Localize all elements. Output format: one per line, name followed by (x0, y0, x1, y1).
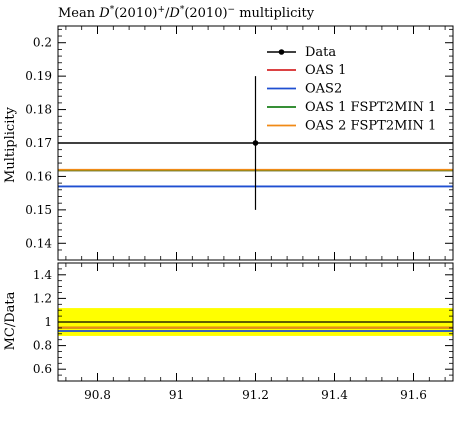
x-tick-label: 91.6 (400, 388, 427, 402)
main-y-tick-label: 0.14 (25, 236, 52, 250)
title-d2: D (168, 6, 180, 21)
main-y-axis-title: Multiplicity (3, 106, 18, 183)
chart-title: Mean D*(2010)+/D*(2010)− multiplicity (58, 5, 315, 21)
x-tick-label: 91 (169, 388, 184, 402)
main-y-tick-label: 0.16 (25, 169, 52, 183)
title-sup1: + (157, 5, 165, 15)
legend-label-oas2: OAS2 (305, 82, 342, 97)
data-point-group (58, 76, 453, 210)
data-point (252, 140, 259, 146)
main-y-tick-label: 0.19 (25, 69, 52, 83)
ratio-y-tick-label: 1.2 (33, 291, 52, 305)
title-slash: / (165, 6, 170, 21)
x-tick-label: 91.4 (321, 388, 348, 402)
title-d1: D (98, 6, 110, 21)
main-plot-frame (57, 25, 454, 261)
legend-label-data: Data (305, 45, 336, 60)
legend-label-oas-2-fspt2min-1: OAS 2 FSPT2MIN 1 (305, 119, 436, 134)
title-prefix: Mean (58, 6, 99, 21)
ratio-y-tick-label: 1 (44, 315, 52, 329)
x-tick-label: 91.2 (242, 388, 269, 402)
ratio-y-axis-title: MC/Data (3, 291, 18, 350)
ratio-y-tick-label: 0.8 (33, 339, 52, 353)
title-mid2: (2010) (184, 6, 227, 21)
legend-marker-data (278, 49, 285, 55)
ratio-y-axis-ticks: 0.6 0.8 1 1.2 1.4 (33, 268, 453, 376)
ratio-x-axis-ticks: 90.8 91 91.2 91.4 91.6 (65, 263, 446, 402)
main-y-tick-label: 0.15 (25, 203, 52, 217)
ratio-panel: 0.6 0.8 1 1.2 1.4 90.8 91 91.2 91.4 91.6 (33, 262, 454, 402)
title-suffix: multiplicity (235, 6, 315, 21)
main-y-tick-label: 0.17 (25, 136, 52, 150)
ratio-y-tick-label: 1.4 (33, 268, 52, 282)
main-y-tick-label: 0.18 (25, 103, 52, 117)
ratio-y-tick-label: 0.6 (33, 362, 52, 376)
legend: Data OAS 1 OAS2 OAS 1 FSPT2MIN 1 OAS 2 FSPT2… (267, 45, 436, 134)
title-star2: * (180, 5, 185, 15)
title-sup2: − (228, 5, 236, 15)
legend-label-oas-1: OAS 1 (305, 63, 346, 78)
x-tick-label: 90.8 (84, 388, 111, 402)
title-star1: * (110, 5, 115, 15)
main-y-tick-label: 0.2 (33, 36, 52, 50)
legend-label-oas-1-fspt2min-1: OAS 1 FSPT2MIN 1 (305, 100, 436, 115)
ratio-series-lines (58, 326, 453, 332)
title-mid1: (2010) (114, 6, 157, 21)
main-panel: 0.14 0.15 0.16 0.17 0.18 0.19 0.2 (25, 25, 454, 261)
ratio-plot-frame (57, 262, 454, 382)
